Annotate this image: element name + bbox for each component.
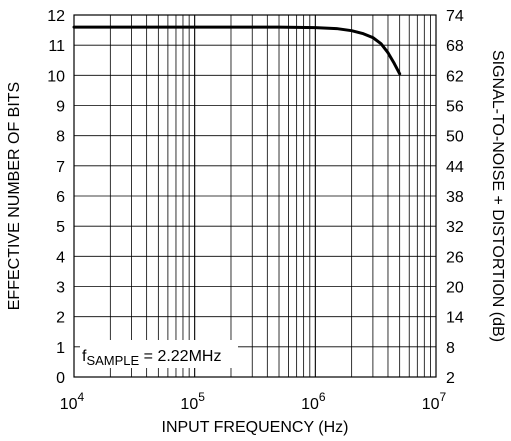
y-tick-label-left: 9 xyxy=(56,99,65,116)
y-axis-title-left: EFFECTIVE NUMBER OF BITS xyxy=(6,82,23,310)
y-tick-label-left: 4 xyxy=(56,249,65,266)
x-ticks: 104 105 106 107 xyxy=(60,390,447,413)
y-tick-label-right: 20 xyxy=(446,280,464,297)
y-tick-label-right: 26 xyxy=(446,249,464,266)
x-tick-base: 10 xyxy=(422,396,440,413)
series-line xyxy=(72,25,402,76)
y-tick-label-right: 74 xyxy=(446,8,464,25)
x-tick-label: 104 xyxy=(60,390,85,413)
x-tick-base: 10 xyxy=(60,396,78,413)
y-tick-label-right: 14 xyxy=(446,310,464,327)
y-tick-label-left: 6 xyxy=(56,189,65,206)
x-tick-label: 106 xyxy=(301,390,326,413)
y-tick-label-left: 7 xyxy=(56,159,65,176)
x-tick-exponent: 6 xyxy=(319,390,326,404)
y-tick-label-left: 8 xyxy=(56,129,65,146)
y-tick-label-right: 8 xyxy=(446,340,455,357)
annotation-suffix: = 2.22MHz xyxy=(139,348,221,365)
y-ticks-right: 2 8 14 20 26 32 38 44 50 56 62 68 74 xyxy=(446,8,464,387)
y-tick-label-left: 2 xyxy=(56,310,65,327)
y-axis-title-right: SIGNAL-TO-NOISE + DISTORTION (dB) xyxy=(489,50,506,342)
y-tick-label-right: 44 xyxy=(446,159,464,176)
y-tick-label-left: 3 xyxy=(56,280,65,297)
x-tick-exponent: 4 xyxy=(78,390,85,404)
annotation-subscript: SAMPLE xyxy=(86,353,139,368)
y-tick-label-left: 1 xyxy=(56,340,65,357)
y-tick-label-right: 38 xyxy=(446,189,464,206)
x-tick-label: 107 xyxy=(422,390,447,413)
y-tick-label-left: 11 xyxy=(48,38,65,55)
y-tick-label-left: 0 xyxy=(56,370,65,387)
annotation-bg xyxy=(80,340,238,368)
y-tick-label-left: 10 xyxy=(47,68,65,85)
y-tick-label-right: 62 xyxy=(446,68,464,85)
grid xyxy=(74,15,436,377)
y-tick-label-right: 50 xyxy=(446,129,464,146)
x-axis-title: INPUT FREQUENCY (Hz) xyxy=(162,419,349,436)
y-tick-label-right: 2 xyxy=(446,370,455,387)
x-tick-base: 10 xyxy=(301,396,319,413)
y-tick-label-right: 56 xyxy=(446,99,464,116)
y-tick-label-right: 32 xyxy=(446,219,464,236)
x-tick-exponent: 5 xyxy=(198,390,205,404)
x-tick-exponent: 7 xyxy=(440,390,447,404)
x-tick-base: 10 xyxy=(180,396,198,413)
y-tick-label-right: 68 xyxy=(446,38,464,55)
annotation: fSAMPLE = 2.22MHz xyxy=(80,340,238,368)
annotation-text: fSAMPLE = 2.22MHz xyxy=(82,348,221,368)
annotation-prefix: f xyxy=(82,348,87,365)
y-tick-label-left: 12 xyxy=(47,8,65,25)
x-tick-label: 105 xyxy=(180,390,205,413)
y-tick-label-left: 5 xyxy=(56,219,65,236)
plot-frame xyxy=(73,14,437,378)
